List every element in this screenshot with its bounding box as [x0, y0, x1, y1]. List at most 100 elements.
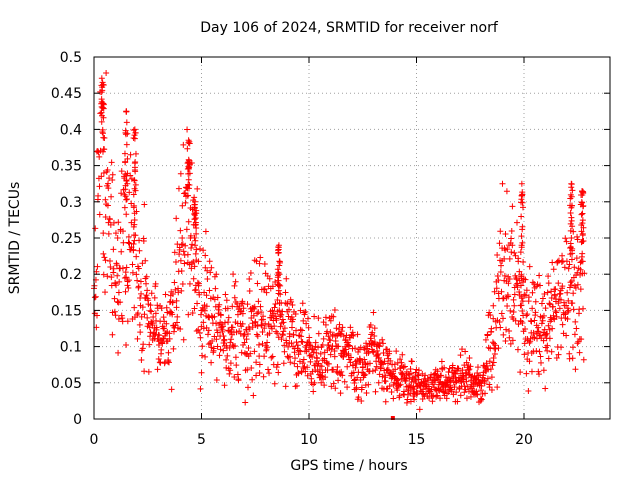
data-point — [570, 306, 577, 313]
data-point — [94, 263, 101, 270]
data-point — [555, 300, 562, 307]
peak-point — [276, 262, 283, 269]
data-point — [519, 298, 526, 305]
data-point — [197, 311, 204, 318]
data-point — [310, 388, 317, 395]
data-point — [239, 320, 246, 327]
data-point — [306, 334, 313, 341]
data-point — [300, 317, 307, 324]
data-point — [526, 358, 533, 365]
data-point — [565, 297, 572, 304]
data-point — [204, 267, 211, 274]
data-point — [176, 251, 183, 258]
data-point — [104, 202, 111, 209]
data-point — [503, 188, 510, 195]
data-point — [494, 272, 501, 279]
data-point — [315, 330, 322, 337]
data-point — [191, 194, 198, 201]
data-point — [297, 326, 304, 333]
data-point — [545, 355, 552, 362]
data-point — [153, 324, 160, 331]
data-point — [125, 233, 132, 240]
y-tick-label: 0.35 — [51, 159, 82, 175]
data-point — [133, 253, 140, 260]
y-tick-label: 0.05 — [51, 376, 82, 392]
peak-point — [132, 150, 139, 157]
data-point — [134, 335, 141, 342]
chart-title: Day 106 of 2024, SRMTID for receiver nor… — [200, 20, 499, 36]
data-point — [580, 356, 587, 363]
data-point — [294, 363, 301, 370]
peak-point — [100, 82, 107, 89]
data-point — [177, 170, 184, 177]
data-point — [239, 310, 246, 317]
data-point — [278, 311, 285, 318]
peak-point — [185, 181, 192, 188]
data-point — [287, 359, 294, 366]
data-point — [330, 313, 337, 320]
data-point — [96, 153, 103, 160]
data-point — [529, 305, 536, 312]
data-point — [158, 305, 165, 312]
data-point — [112, 312, 119, 319]
data-point — [514, 284, 521, 291]
data-point — [569, 355, 576, 362]
data-point — [393, 377, 400, 384]
data-point — [202, 252, 209, 259]
data-point — [118, 168, 125, 175]
peak-point — [131, 232, 138, 239]
data-point — [434, 392, 441, 399]
data-point — [572, 366, 579, 373]
data-point — [271, 323, 278, 330]
data-point — [540, 367, 547, 374]
data-point — [565, 265, 572, 272]
peak-point — [567, 244, 574, 251]
data-point — [380, 361, 387, 368]
data-point — [357, 376, 364, 383]
data-point — [194, 300, 201, 307]
peak-point — [132, 129, 139, 136]
data-point — [507, 307, 514, 314]
data-point — [376, 339, 383, 346]
data-point — [360, 372, 367, 379]
peak-point — [131, 126, 138, 133]
data-point — [148, 290, 155, 297]
data-point — [391, 361, 398, 368]
data-point — [197, 334, 204, 341]
data-point — [120, 239, 127, 246]
data-point — [498, 262, 505, 269]
peak-point — [191, 216, 198, 223]
data-point — [509, 203, 516, 210]
data-point — [568, 282, 575, 289]
peak-point — [569, 187, 576, 194]
data-point — [558, 258, 565, 265]
data-point — [292, 310, 299, 317]
data-point — [226, 344, 233, 351]
data-point — [199, 352, 206, 359]
peak-point — [99, 79, 106, 86]
data-point — [149, 322, 156, 329]
peak-point — [186, 140, 193, 147]
data-point — [177, 227, 184, 234]
data-point — [538, 300, 545, 307]
data-point — [539, 317, 546, 324]
data-point — [535, 371, 542, 378]
data-point — [511, 291, 518, 298]
data-point — [114, 235, 121, 242]
data-point — [519, 319, 526, 326]
data-point — [558, 344, 565, 351]
data-point — [299, 338, 306, 345]
data-point — [243, 336, 250, 343]
data-point — [175, 185, 182, 192]
peak-point — [275, 242, 282, 249]
data-point — [134, 277, 141, 284]
data-point — [339, 324, 346, 331]
data-point — [281, 348, 288, 355]
data-point — [141, 368, 148, 375]
data-point — [311, 379, 318, 386]
y-tick-label: 0.5 — [60, 50, 82, 66]
peak-point — [98, 96, 105, 103]
data-point — [253, 258, 260, 265]
data-point — [319, 341, 326, 348]
